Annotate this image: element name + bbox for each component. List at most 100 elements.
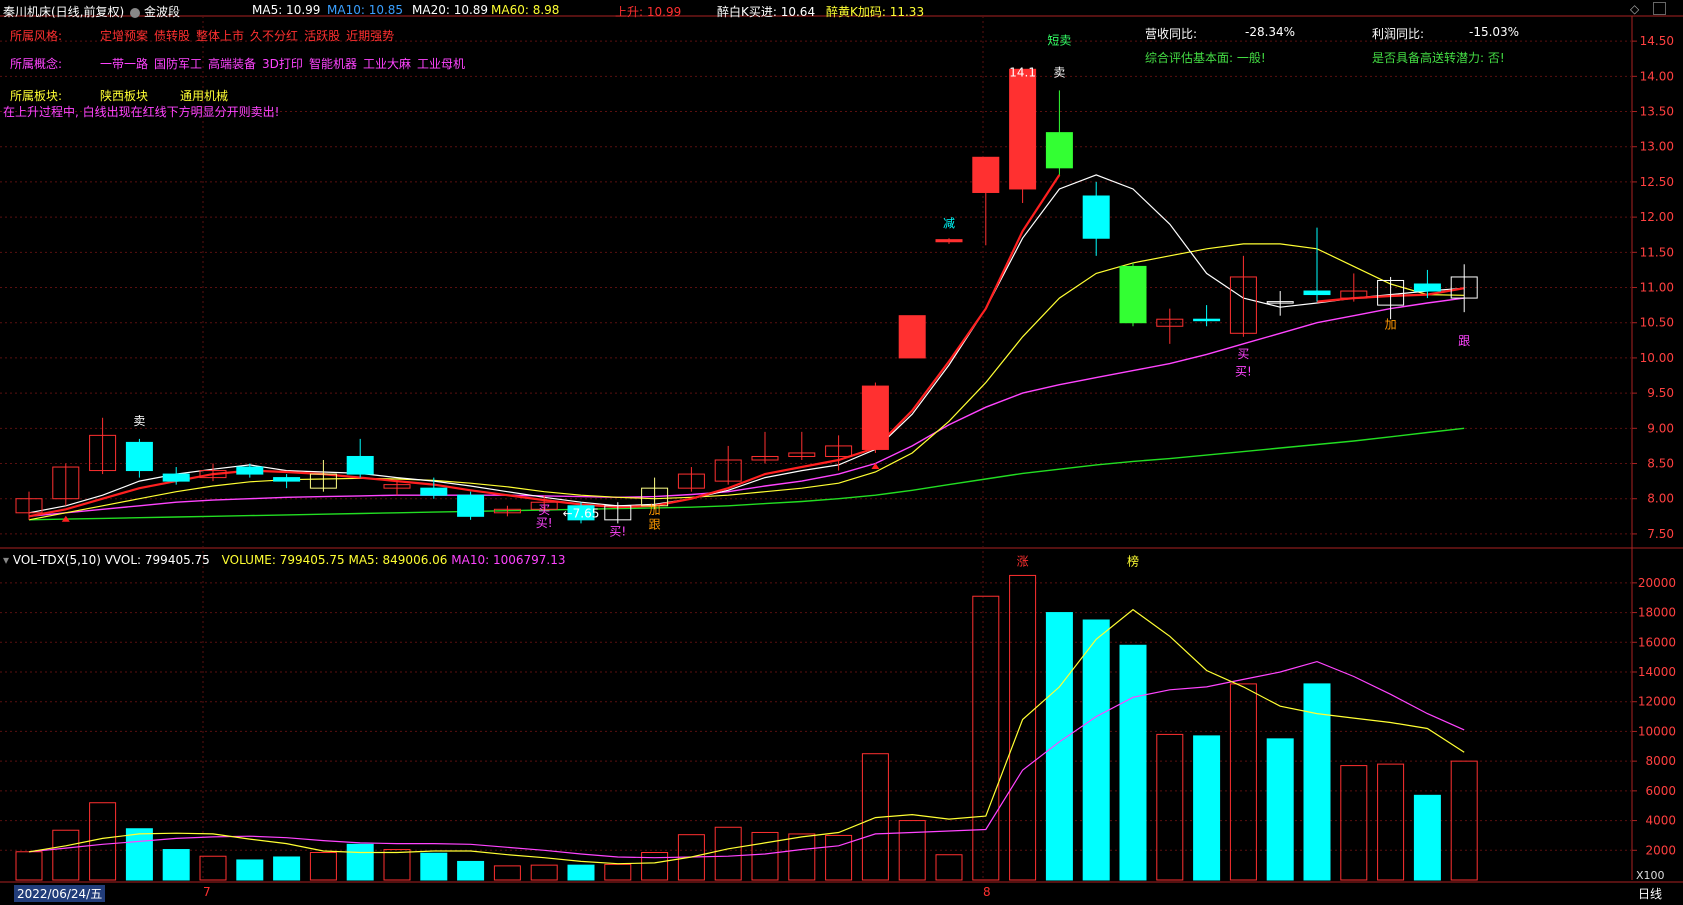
price-tick-label: 9.50 xyxy=(1647,386,1674,400)
price-tick-label: 14.00 xyxy=(1640,69,1674,83)
concept-tags: 一带一路 国防军工 高端装备 3D打印 智能机器 工业大麻 工业母机 xyxy=(100,55,471,72)
volume-bar xyxy=(1377,763,1405,881)
volume-bar xyxy=(273,856,301,881)
stock-title[interactable]: 秦川机床(日线,前复权) xyxy=(3,5,125,19)
style-tags: 定增预案 债转股 整体上市 久不分红 活跃股 近期强势 xyxy=(100,27,400,44)
volume-bar xyxy=(1045,612,1073,881)
volume-bar xyxy=(1413,794,1441,881)
concept-label: 所属概念: xyxy=(10,57,63,71)
candle-body xyxy=(346,455,374,475)
price-tick-label: 12.50 xyxy=(1640,175,1674,189)
window-toggle-icon[interactable] xyxy=(1653,2,1666,15)
price-tick-label: 13.00 xyxy=(1640,140,1674,154)
candle-body xyxy=(1413,283,1441,292)
signal-label: 卖 xyxy=(1053,65,1065,79)
volume-bar xyxy=(420,852,448,881)
candle-body xyxy=(420,487,448,496)
signal-label: ←7.65 xyxy=(563,507,600,521)
zuihuang-label: 醉黄K加码: 11.33 xyxy=(826,5,925,19)
signal-label: 买! xyxy=(609,524,626,538)
style-tag: 活跃股 xyxy=(304,29,341,43)
volume-tick-label: 8000 xyxy=(1645,754,1676,768)
candle-body xyxy=(604,505,632,521)
candle-body xyxy=(89,434,117,472)
candle-body xyxy=(309,473,337,489)
candle-body xyxy=(457,494,485,517)
signal-label: 14.1 xyxy=(1009,65,1036,79)
signal-label: 卖 xyxy=(133,414,145,428)
volume-unit: X100 xyxy=(1636,869,1665,882)
concept-tag: 工业大麻 xyxy=(362,57,411,71)
volume-bar xyxy=(52,829,80,881)
candle-body xyxy=(567,505,595,521)
chevron-down-icon[interactable]: ▾ xyxy=(3,553,10,567)
volume-bar xyxy=(236,859,264,881)
candle-body xyxy=(714,459,742,482)
concept-tag: 高端装备 xyxy=(208,57,257,71)
price-tick-label: 8.00 xyxy=(1647,492,1674,506)
candle-body xyxy=(1377,279,1405,306)
profit-value: -15.03% xyxy=(1469,25,1520,39)
volume-ma10-line xyxy=(28,660,1465,859)
revenue-value: -28.34% xyxy=(1245,25,1296,39)
month-7-label: 7 xyxy=(203,885,211,899)
price-tick-label: 10.50 xyxy=(1640,316,1674,330)
concept-tag: 3D打印 xyxy=(262,57,303,71)
volume-bar xyxy=(1450,760,1478,881)
concept-tag: 一带一路 xyxy=(100,57,149,71)
candle-body xyxy=(1082,195,1110,239)
volume-indicator-name: VOL-TDX(5,10) xyxy=(12,553,101,567)
signal-label: 买! xyxy=(1235,365,1252,379)
profit-label: 利润同比: xyxy=(1372,27,1425,41)
volume-bar xyxy=(641,852,669,881)
candle-body xyxy=(751,455,779,461)
transfer-text: 是否具备高送转潜力: 否! xyxy=(1372,51,1505,65)
indicator-selector[interactable]: 金波段 xyxy=(130,3,180,20)
volume-bar xyxy=(457,860,485,881)
candle-body xyxy=(383,484,411,489)
volume-bar xyxy=(162,849,190,881)
candle-body xyxy=(677,473,705,489)
volume-tick-label: 6000 xyxy=(1645,784,1676,798)
sector-label: 所属板块: xyxy=(10,89,63,103)
ma20-label: MA20: 10.89 xyxy=(412,3,489,17)
price-tick-label: 11.50 xyxy=(1640,245,1674,259)
signal-label: 买! xyxy=(536,516,553,530)
sector-tag-1: 陕西板块 xyxy=(100,89,149,103)
volume-bar xyxy=(972,595,1000,881)
period-button[interactable]: 日线 xyxy=(1638,887,1663,901)
volume-label: VOLUME: 799405.75 xyxy=(221,553,345,567)
ma-yellow-line xyxy=(28,243,1465,521)
gear-icon[interactable] xyxy=(130,7,140,18)
price-tick-label: 13.50 xyxy=(1640,105,1674,119)
concept-tag: 工业母机 xyxy=(416,57,465,71)
style-tag: 近期强势 xyxy=(346,29,395,43)
style-tag: 定增预案 xyxy=(100,29,149,43)
volume-bar xyxy=(1193,735,1221,881)
diamond-icon[interactable]: ◇ xyxy=(1630,2,1640,16)
candle-body xyxy=(898,315,926,359)
volume-bar xyxy=(493,865,521,881)
signal-label: 买 xyxy=(1237,347,1249,361)
indicator-name: 金波段 xyxy=(144,5,181,19)
signal-label: 榜 xyxy=(1127,554,1139,569)
style-tag: 债转股 xyxy=(154,29,191,43)
volume-bar xyxy=(567,864,595,881)
candle-body xyxy=(1045,132,1073,169)
concept-tag: 国防军工 xyxy=(154,57,203,71)
candle-body xyxy=(530,501,558,510)
fundamental-text: 综合评估基本面: 一般! xyxy=(1145,51,1266,65)
candle-body xyxy=(825,445,853,457)
price-tick-label: 10.00 xyxy=(1640,351,1674,365)
candle-body xyxy=(1340,290,1368,299)
up-label: 上升: 10.99 xyxy=(615,5,682,19)
style-label: 所属风格: xyxy=(10,29,63,43)
candle-body xyxy=(788,452,816,457)
volume-bar xyxy=(751,831,779,881)
volume-tick-label: 16000 xyxy=(1638,635,1676,649)
candle-body xyxy=(1450,276,1478,299)
candle-body xyxy=(15,498,43,514)
volume-header[interactable]: ▾ VOL-TDX(5,10) VVOL: 799405.75 VOLUME: … xyxy=(3,553,565,567)
